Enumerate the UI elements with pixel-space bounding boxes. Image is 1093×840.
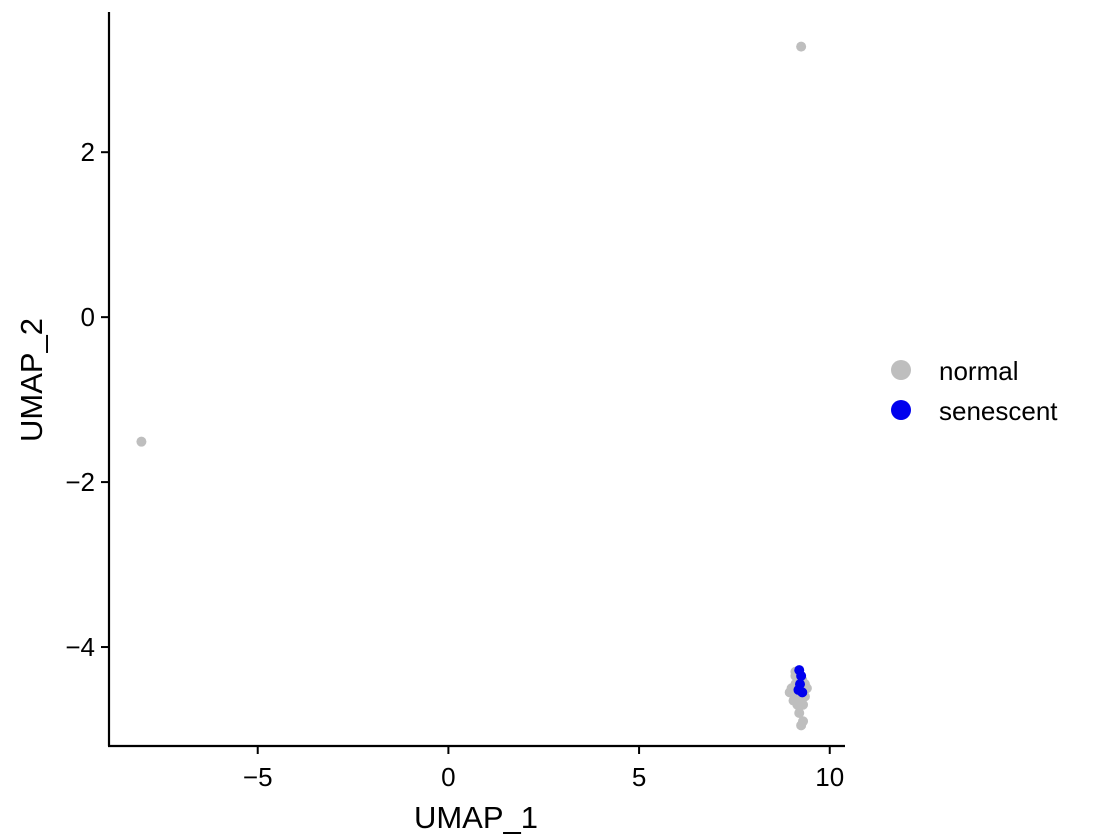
point-senescent	[793, 684, 804, 695]
legend-label-senescent: senescent	[939, 396, 1058, 426]
y-tick-label: −2	[65, 467, 95, 497]
y-tick-label: −4	[65, 632, 95, 662]
y-tick-label: 2	[81, 137, 95, 167]
point-normal	[798, 716, 809, 727]
x-ticks: −5 0 5 10	[243, 746, 844, 792]
legend-key-senescent	[891, 400, 911, 420]
point-normal	[136, 436, 147, 447]
x-tick-label: 5	[632, 762, 646, 792]
legend-key-normal	[891, 360, 911, 380]
legend: normal senescent	[891, 356, 1058, 426]
point-normal	[796, 41, 807, 52]
x-axis-title: UMAP_1	[414, 800, 538, 835]
x-tick-label: 10	[815, 762, 844, 792]
x-tick-label: 0	[441, 762, 455, 792]
y-axis-title: UMAP_2	[14, 318, 49, 442]
point-normal	[794, 708, 805, 719]
points-layer	[136, 41, 812, 731]
y-tick-label: 0	[81, 302, 95, 332]
point-senescent	[796, 670, 807, 681]
y-ticks: −4 −2 0 2	[65, 137, 109, 662]
x-tick-label: −5	[243, 762, 273, 792]
legend-label-normal: normal	[939, 356, 1018, 386]
